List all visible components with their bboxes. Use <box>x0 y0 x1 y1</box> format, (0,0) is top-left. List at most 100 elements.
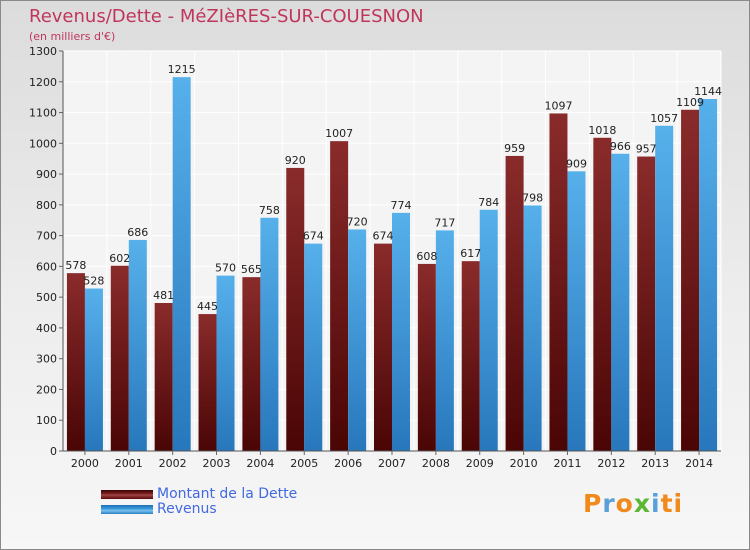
bar-revenus <box>392 212 410 451</box>
y-tick-label: 900 <box>36 168 57 181</box>
data-label-revenus: 774 <box>391 199 412 212</box>
y-tick-label: 500 <box>36 291 57 304</box>
logo-letter: o <box>615 489 634 518</box>
x-tick-label: 2012 <box>597 457 625 470</box>
bar-dette <box>505 155 524 451</box>
x-tick-label: 2000 <box>71 457 99 470</box>
data-label-dette: 608 <box>416 250 437 263</box>
y-tick-label: 400 <box>36 322 57 335</box>
bar-revenus <box>523 205 542 451</box>
x-tick-label: 2007 <box>378 457 406 470</box>
data-label-dette: 1097 <box>544 99 572 112</box>
data-label-revenus: 1144 <box>694 85 722 98</box>
bar-revenus <box>216 275 235 451</box>
bar-dette <box>330 141 349 451</box>
bar-revenus <box>655 125 674 452</box>
logo-letter: ti <box>660 489 684 518</box>
bar-revenus <box>304 243 323 451</box>
chart-title: Revenus/Dette - MéZIèRES-SUR-COUESNON <box>29 6 424 27</box>
data-label-dette: 578 <box>65 259 86 272</box>
data-label-revenus: 1057 <box>650 112 678 125</box>
data-label-revenus: 909 <box>566 157 587 170</box>
data-label-dette: 920 <box>285 154 306 167</box>
bar-revenus <box>611 153 630 451</box>
bar-revenus <box>260 217 279 451</box>
data-label-dette: 959 <box>504 142 525 155</box>
x-tick-label: 2005 <box>290 457 318 470</box>
x-tick-label: 2014 <box>685 457 713 470</box>
bar-dette <box>198 314 217 451</box>
bar-revenus <box>348 229 367 451</box>
y-tick-label: 1300 <box>29 45 57 58</box>
bar-revenus <box>699 99 718 451</box>
y-tick-label: 200 <box>36 383 57 396</box>
legend-label-debt: Montant de la Dette <box>157 486 298 502</box>
data-label-revenus: 717 <box>434 216 455 229</box>
data-label-dette: 617 <box>460 247 481 260</box>
data-label-revenus: 570 <box>215 262 236 275</box>
x-tick-label: 2001 <box>115 457 143 470</box>
logo-letter: i <box>651 489 661 518</box>
bar-dette <box>417 263 436 451</box>
data-label-dette: 602 <box>109 252 130 265</box>
bar-dette <box>154 303 173 451</box>
data-label-revenus: 966 <box>610 140 631 153</box>
data-label-dette: 957 <box>636 143 657 156</box>
data-label-dette: 674 <box>373 230 394 243</box>
y-tick-label: 800 <box>36 199 57 212</box>
x-tick-label: 2002 <box>159 457 187 470</box>
chart-subtitle: (en milliers d'€) <box>29 30 116 43</box>
logo-letter: r <box>602 489 616 518</box>
bar-dette <box>549 113 568 451</box>
y-tick-label: 100 <box>36 414 57 427</box>
data-label-revenus: 720 <box>347 215 368 228</box>
data-label-dette: 445 <box>197 300 218 313</box>
x-tick-label: 2010 <box>510 457 538 470</box>
x-tick-label: 2003 <box>203 457 231 470</box>
y-tick-label: 600 <box>36 260 57 273</box>
data-label-revenus: 798 <box>522 191 543 204</box>
bar-revenus <box>172 77 191 452</box>
bar-revenus <box>435 230 454 451</box>
bar-revenus <box>567 171 586 452</box>
bar-dette <box>593 137 612 451</box>
bar-revenus <box>84 288 103 451</box>
data-label-revenus: 528 <box>83 275 104 288</box>
logo-letter: P <box>583 489 603 518</box>
bar-revenus <box>479 209 498 451</box>
bar-dette <box>637 156 656 452</box>
data-label-revenus: 1215 <box>168 63 196 76</box>
y-tick-label: 1000 <box>29 137 57 150</box>
y-tick-label: 1100 <box>29 107 57 120</box>
data-label-revenus: 674 <box>303 230 324 243</box>
legend-swatch-debt <box>101 490 153 499</box>
y-tick-label: 300 <box>36 353 57 366</box>
data-label-dette: 1007 <box>325 127 353 140</box>
proxiti-logo: Proxiti <box>583 489 683 518</box>
x-tick-label: 2006 <box>334 457 362 470</box>
data-label-dette: 1109 <box>676 96 704 109</box>
bar-dette <box>242 277 261 451</box>
bar-dette <box>110 265 129 451</box>
x-tick-label: 2008 <box>422 457 450 470</box>
data-label-dette: 1018 <box>588 124 616 137</box>
x-tick-label: 2004 <box>246 457 274 470</box>
y-tick-label: 0 <box>50 445 57 458</box>
x-tick-label: 2009 <box>466 457 494 470</box>
bar-dette <box>461 261 480 451</box>
data-label-dette: 481 <box>153 289 174 302</box>
bar-dette <box>374 243 392 451</box>
data-label-dette: 565 <box>241 263 262 276</box>
logo-letter: x <box>633 489 651 518</box>
bar-dette <box>681 109 700 452</box>
bar-dette <box>286 167 305 451</box>
x-tick-label: 2013 <box>641 457 669 470</box>
legend-swatch-revenus <box>101 505 153 514</box>
data-label-revenus: 686 <box>127 226 148 239</box>
legend-label-revenus: Revenus <box>157 501 217 517</box>
data-label-revenus: 758 <box>259 204 280 217</box>
data-label-revenus: 784 <box>478 196 499 209</box>
x-tick-label: 2011 <box>553 457 581 470</box>
